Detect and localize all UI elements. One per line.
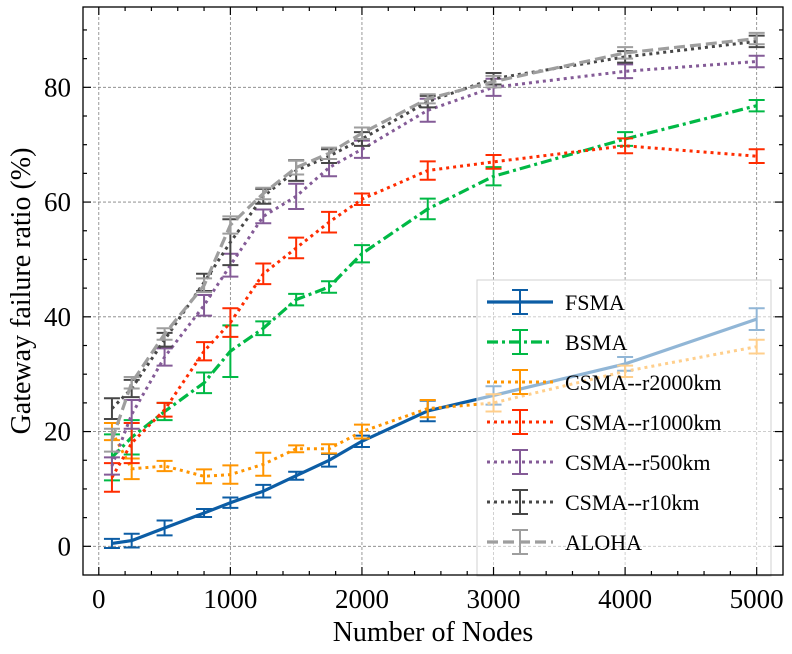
legend-label-csma-r10km: CSMA--r10km <box>565 490 699 515</box>
data-point-aloha <box>617 46 634 60</box>
data-point-aloha <box>255 186 272 201</box>
data-point-csma-r1000km <box>222 307 239 338</box>
data-point-csma-r500km <box>255 208 272 225</box>
axis-ticks: 0 1000 2000 3000 4000 5000 0 20 40 60 80 <box>44 7 784 614</box>
x-tick-label: 5000 <box>730 584 784 614</box>
y-tick-label: 40 <box>44 302 71 332</box>
y-tick-label: 80 <box>44 72 71 102</box>
y-tick-label: 0 <box>58 531 72 561</box>
data-point-aloha <box>103 427 120 453</box>
legend-label-aloha: ALOHA <box>565 530 642 555</box>
data-point-aloha <box>222 215 239 235</box>
plot-frame <box>82 6 784 576</box>
y-axis-label: Gateway failure ratio (%) <box>6 148 37 435</box>
data-point-csma-r1000km <box>288 236 305 260</box>
data-point-csma-r500km <box>123 399 140 430</box>
data-point-csma-r500km <box>617 63 634 80</box>
data-point-fsma <box>255 483 272 499</box>
data-point-csma-r1000km <box>617 137 634 155</box>
x-axis-label: Number of Nodes <box>333 617 534 648</box>
data-point-csma-r1000km <box>255 262 272 286</box>
data-point-aloha <box>353 126 370 140</box>
legend-entry-aloha: ALOHA <box>487 529 642 555</box>
legend-label-csma-r1000km: CSMA--r1000km <box>565 410 721 435</box>
data-point-bsma <box>288 292 305 307</box>
data-point-csma-r2000km <box>288 444 305 454</box>
data-point-aloha <box>485 74 502 89</box>
grid-lines <box>83 7 783 575</box>
data-point-aloha <box>156 327 173 341</box>
series-layer <box>103 31 765 550</box>
data-point-bsma <box>255 320 272 337</box>
data-point-bsma <box>748 98 765 113</box>
legend-entry-bsma: BSMA <box>487 329 627 355</box>
data-point-aloha <box>419 93 436 105</box>
data-point-fsma <box>156 519 173 537</box>
legend-entry-csma-r1000km: CSMA--r1000km <box>487 409 721 435</box>
legend-entry-csma-r10km: CSMA--r10km <box>487 489 699 515</box>
data-point-fsma <box>222 496 239 509</box>
data-point-csma-r2000km <box>222 464 239 485</box>
data-point-csma-r2000km <box>419 399 436 419</box>
data-point-fsma <box>123 532 140 549</box>
legend-label-csma-r500km: CSMA--r500km <box>565 450 710 475</box>
data-point-aloha <box>321 146 338 161</box>
x-tick-label: 3000 <box>467 584 521 614</box>
data-point-csma-r1000km <box>748 148 765 165</box>
data-point-bsma <box>353 244 370 264</box>
data-point-aloha <box>748 31 765 46</box>
legend-label-bsma: BSMA <box>565 330 627 355</box>
y-tick-label: 20 <box>44 417 71 447</box>
legend-label-fsma: FSMA <box>565 290 625 315</box>
legend-entry-csma-r2000km: CSMA--r2000km <box>487 369 721 395</box>
data-point-csma-r2000km <box>255 451 272 477</box>
data-point-csma-r1000km <box>419 160 436 181</box>
data-point-csma-r500km <box>156 347 173 367</box>
x-tick-label: 0 <box>92 584 106 614</box>
x-tick-label: 2000 <box>335 584 389 614</box>
y-tick-label: 60 <box>44 187 71 217</box>
data-point-bsma <box>321 280 338 294</box>
data-point-csma-r500km <box>288 182 305 210</box>
data-point-csma-r500km <box>748 54 765 69</box>
data-point-csma-r2000km <box>196 468 213 485</box>
data-point-csma-r2000km <box>353 423 370 440</box>
data-point-csma-r1000km <box>196 341 213 362</box>
x-tick-label: 1000 <box>203 584 257 614</box>
data-point-fsma <box>103 537 120 550</box>
data-point-csma-r500km <box>103 456 120 476</box>
data-point-aloha <box>196 277 213 294</box>
data-point-fsma <box>196 508 213 519</box>
legend-label-csma-r2000km: CSMA--r2000km <box>565 370 721 395</box>
data-point-csma-r10km <box>103 397 120 420</box>
data-point-fsma <box>288 470 305 481</box>
legend: FSMA BSMA CSMA--r2000km CSMA--r1000km CSMA--… <box>476 279 772 577</box>
legend-entry-fsma: FSMA <box>487 289 625 315</box>
data-point-csma-r2000km <box>321 443 338 455</box>
data-point-csma-r2000km <box>156 459 173 473</box>
data-point-csma-r1000km <box>353 192 370 206</box>
x-tick-label: 4000 <box>598 584 652 614</box>
legend-entry-csma-r500km: CSMA--r500km <box>487 449 710 475</box>
data-point-csma-r1000km <box>485 154 502 170</box>
data-point-csma-r1000km <box>321 210 338 234</box>
data-point-csma-r500km <box>196 294 213 317</box>
data-point-bsma <box>419 197 436 221</box>
series-aloha <box>103 31 765 453</box>
data-point-csma-r1000km <box>156 401 173 418</box>
data-point-bsma <box>196 371 213 395</box>
data-point-aloha <box>288 159 305 176</box>
series-csma-r1000km <box>103 137 765 493</box>
data-point-aloha <box>123 376 140 390</box>
